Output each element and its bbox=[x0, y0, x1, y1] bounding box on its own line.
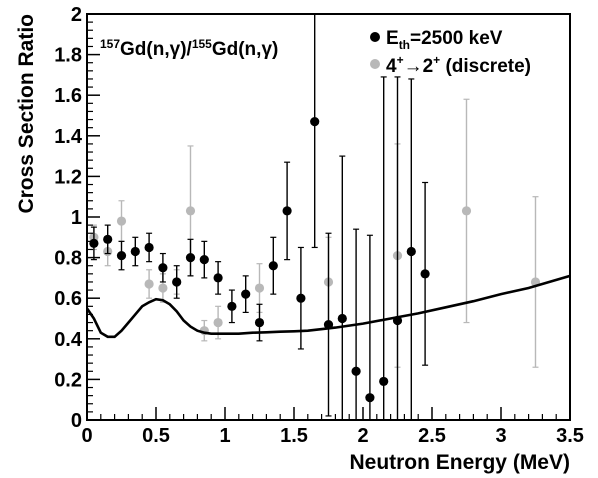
x-tick-label-5: 2.5 bbox=[418, 425, 446, 447]
point-black-7 bbox=[185, 253, 196, 263]
x-tick-label-3: 1.5 bbox=[280, 425, 308, 447]
y-tick-label-7: 1.4 bbox=[54, 126, 83, 148]
point-gray-12 bbox=[461, 206, 472, 216]
legend-d-arrow: → bbox=[404, 56, 423, 77]
y-tick-label-9: 1.8 bbox=[54, 45, 82, 67]
point-black-5 bbox=[158, 263, 168, 273]
title-body-a: Gd(n,γ)/ bbox=[120, 39, 192, 60]
x-tick-label-0: 0 bbox=[81, 425, 92, 447]
legend-d-sup1: + bbox=[397, 53, 404, 67]
point-black-11 bbox=[241, 289, 251, 299]
axis-ticks bbox=[86, 13, 571, 421]
title-sup-a: 157 bbox=[100, 37, 120, 51]
point-black-23 bbox=[406, 246, 416, 257]
x-tick-label-6: 3 bbox=[495, 425, 506, 447]
chart-marks bbox=[87, 14, 570, 420]
legend-d-main: 4 bbox=[386, 56, 397, 77]
point-black-13 bbox=[268, 261, 278, 271]
point-gray-8 bbox=[213, 317, 223, 328]
title-body-b: Gd(n,γ) bbox=[212, 39, 279, 60]
point-black-6 bbox=[172, 277, 182, 287]
point-gray-3 bbox=[144, 279, 154, 289]
point-black-20 bbox=[365, 393, 375, 403]
point-black-19 bbox=[351, 366, 361, 376]
point-black-15 bbox=[296, 293, 306, 303]
point-black-14 bbox=[282, 206, 292, 216]
y-tick-label-3: 0.6 bbox=[54, 288, 82, 310]
point-gray-6 bbox=[185, 206, 196, 216]
legend-eth-rest: =2500 keV bbox=[410, 28, 503, 49]
x-tick-label-2: 1 bbox=[219, 425, 230, 447]
y-tick-label-2: 0.4 bbox=[54, 329, 83, 351]
legend-d-sup2: + bbox=[433, 53, 440, 67]
y-axis-title: Cross Section Ratio bbox=[15, 14, 38, 214]
legend-d-mid: 2 bbox=[423, 56, 434, 77]
y-tick-label-1: 0.2 bbox=[54, 369, 82, 391]
x-tick-label-7: 3.5 bbox=[556, 425, 584, 447]
point-black-1 bbox=[103, 234, 113, 244]
point-black-8 bbox=[199, 255, 209, 265]
legend-marker-gray bbox=[370, 59, 380, 69]
y-tick-label-10: 2 bbox=[71, 4, 82, 26]
point-black-17 bbox=[323, 319, 334, 330]
tick-labels: 0 0.5 1 1.5 2 2.5 3 3.5 0 0.2 0.4 0.6 0.8 1 1.2 1.4 1.6 1… bbox=[54, 4, 584, 447]
point-black-9 bbox=[213, 273, 223, 283]
point-black-24 bbox=[420, 269, 430, 279]
title-sup-b: 155 bbox=[192, 37, 212, 51]
point-black-21 bbox=[379, 376, 389, 387]
point-black-22 bbox=[392, 315, 403, 326]
point-gray-9 bbox=[254, 283, 265, 293]
point-black-0 bbox=[89, 238, 99, 248]
y-tick-label-4: 0.8 bbox=[54, 248, 82, 270]
point-black-4 bbox=[144, 242, 154, 253]
point-black-2 bbox=[116, 250, 127, 261]
point-gray-2 bbox=[116, 216, 127, 226]
chart-title: 157Gd(n,γ)/155Gd(n,γ) bbox=[100, 37, 278, 60]
point-black-10 bbox=[227, 301, 237, 311]
y-tick-label-8: 1.6 bbox=[54, 85, 82, 107]
legend: Eth=2500 keV 4+→2+ (discrete) bbox=[370, 28, 531, 77]
point-black-3 bbox=[130, 246, 140, 257]
x-axis-title: Neutron Energy (MeV) bbox=[349, 451, 570, 474]
point-black-16 bbox=[310, 116, 320, 127]
legend-label-eth: Eth=2500 keV bbox=[386, 28, 503, 52]
legend-marker-black bbox=[370, 32, 380, 42]
point-gray-4 bbox=[158, 283, 168, 293]
legend-d-rest: (discrete) bbox=[440, 56, 531, 77]
point-black-18 bbox=[337, 313, 347, 324]
legend-label-discrete: 4+→2+ (discrete) bbox=[386, 53, 531, 77]
y-tick-label-0: 0 bbox=[71, 410, 82, 432]
y-tick-label-5: 1 bbox=[71, 207, 82, 229]
x-tick-label-1: 0.5 bbox=[142, 425, 170, 447]
y-tick-label-6: 1.2 bbox=[54, 166, 82, 188]
x-tick-label-4: 2 bbox=[357, 425, 368, 447]
legend-eth-main: E bbox=[386, 28, 399, 49]
legend-eth-sub: th bbox=[399, 38, 410, 52]
point-black-12 bbox=[254, 317, 265, 328]
